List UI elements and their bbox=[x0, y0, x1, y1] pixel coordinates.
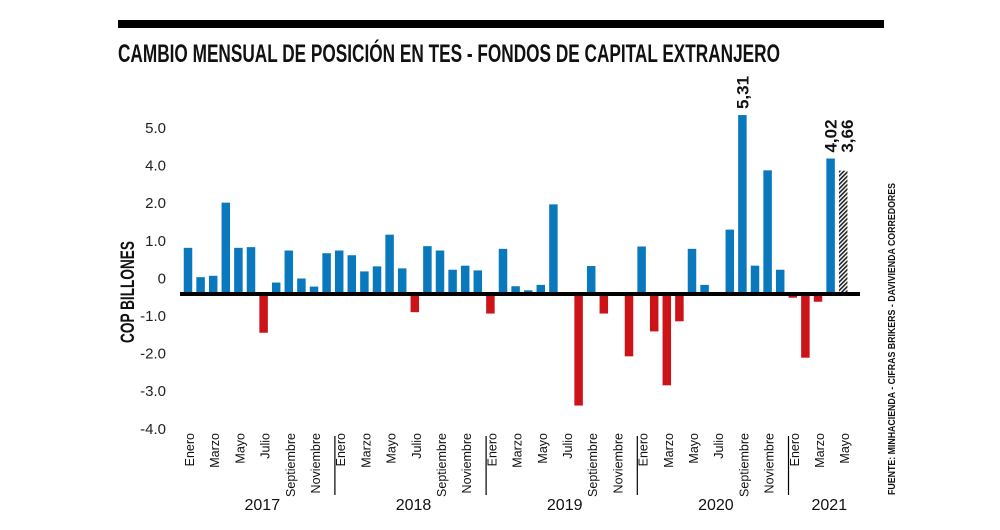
bar bbox=[221, 202, 231, 294]
bar bbox=[196, 277, 205, 294]
bar bbox=[574, 294, 583, 406]
x-year-label: 2021 bbox=[812, 497, 848, 514]
x-month-label: Noviembre bbox=[460, 433, 474, 493]
y-tick-label: -2.0 bbox=[140, 346, 166, 363]
bar bbox=[599, 294, 609, 314]
x-month-label: Enero bbox=[183, 433, 197, 466]
bar bbox=[586, 266, 596, 294]
bar bbox=[511, 286, 520, 294]
x-month-label: Noviembre bbox=[309, 433, 323, 493]
top-rule bbox=[118, 20, 884, 28]
bar bbox=[763, 170, 772, 294]
bar bbox=[372, 266, 382, 294]
x-month-label: Mayo bbox=[536, 433, 550, 464]
x-month-label: Noviembre bbox=[763, 433, 777, 493]
bar bbox=[448, 269, 457, 294]
x-month-label: Enero bbox=[788, 433, 802, 466]
x-month-label: Enero bbox=[485, 433, 499, 466]
bar bbox=[460, 265, 470, 294]
x-month-label: Septiembre bbox=[284, 433, 298, 497]
bar bbox=[423, 246, 432, 294]
y-tick-label: 2.0 bbox=[145, 195, 166, 212]
bar bbox=[435, 250, 445, 294]
x-month-label: Mayo bbox=[385, 433, 399, 464]
bar bbox=[246, 247, 256, 294]
bar bbox=[385, 234, 394, 294]
y-tick-label: 5.0 bbox=[145, 120, 166, 137]
bar bbox=[637, 246, 646, 294]
bar bbox=[259, 294, 268, 333]
bar bbox=[397, 268, 407, 294]
y-tick-label: 1.0 bbox=[145, 233, 166, 250]
zero-baseline bbox=[180, 292, 860, 296]
bar bbox=[826, 158, 835, 294]
bar bbox=[775, 269, 785, 294]
x-year-label: 2018 bbox=[396, 497, 432, 514]
x-year-label: 2020 bbox=[698, 497, 734, 514]
x-month-label: Noviembre bbox=[611, 433, 625, 493]
bar bbox=[334, 250, 344, 294]
bar bbox=[549, 204, 558, 294]
bar bbox=[347, 255, 357, 294]
bar bbox=[662, 294, 672, 386]
bar bbox=[486, 294, 495, 314]
x-month-label: Enero bbox=[637, 433, 651, 466]
x-month-label: Julio bbox=[259, 433, 273, 459]
bar bbox=[271, 282, 281, 294]
bar bbox=[725, 229, 735, 294]
x-year-label: 2019 bbox=[547, 497, 583, 514]
y-tick-label: -4.0 bbox=[140, 421, 166, 438]
bar bbox=[297, 278, 306, 294]
bar bbox=[750, 265, 760, 294]
x-month-label: Enero bbox=[334, 433, 348, 466]
x-year-label: 2017 bbox=[245, 497, 281, 514]
bar bbox=[536, 284, 546, 294]
bar bbox=[675, 294, 684, 322]
x-month-label: Mayo bbox=[838, 433, 852, 464]
bar bbox=[813, 294, 823, 302]
bar-projected bbox=[838, 170, 848, 294]
data-label: 4,02 bbox=[822, 119, 841, 152]
y-tick-label: -3.0 bbox=[140, 383, 166, 400]
x-month-label: Marzo bbox=[662, 433, 676, 468]
y-axis-label: COP BILLONES bbox=[118, 241, 139, 343]
x-month-label: Julio bbox=[410, 433, 424, 459]
x-month-label: Marzo bbox=[359, 433, 373, 468]
x-month-label: Mayo bbox=[687, 433, 701, 464]
data-label: 3,66 bbox=[838, 120, 857, 153]
source-note: FUENTE: MINHACIENDA - CIFRAS BRIKERS - D… bbox=[886, 183, 898, 495]
x-month-label: Septiembre bbox=[435, 433, 449, 497]
y-tick-label: 4.0 bbox=[145, 158, 166, 175]
bar bbox=[410, 294, 420, 313]
bar bbox=[322, 253, 331, 294]
bar bbox=[498, 248, 508, 294]
bar bbox=[309, 286, 319, 294]
y-tick-label: 0 bbox=[158, 270, 166, 287]
chart-title: CAMBIO MENSUAL DE POSICIÓN EN TES - FOND… bbox=[118, 38, 780, 68]
bar bbox=[234, 247, 243, 294]
bar bbox=[624, 294, 634, 357]
bar bbox=[360, 271, 369, 294]
bar bbox=[208, 275, 218, 294]
bar bbox=[473, 270, 483, 294]
bar bbox=[738, 115, 747, 294]
x-month-label: Julio bbox=[712, 433, 726, 459]
bar bbox=[687, 248, 697, 294]
bar bbox=[801, 294, 810, 358]
y-tick-label: -1.0 bbox=[140, 308, 166, 325]
x-month-label: Marzo bbox=[208, 433, 222, 468]
x-month-label: Mayo bbox=[233, 433, 247, 464]
data-label: 5,31 bbox=[733, 76, 752, 109]
x-month-label: Septiembre bbox=[737, 433, 751, 497]
bar bbox=[284, 250, 294, 294]
x-month-label: Marzo bbox=[511, 433, 525, 468]
x-month-label: Septiembre bbox=[586, 433, 600, 497]
bar bbox=[183, 247, 193, 294]
bar bbox=[649, 294, 659, 332]
bar bbox=[700, 284, 709, 294]
x-month-label: Marzo bbox=[813, 433, 827, 468]
x-month-label: Julio bbox=[561, 433, 575, 459]
